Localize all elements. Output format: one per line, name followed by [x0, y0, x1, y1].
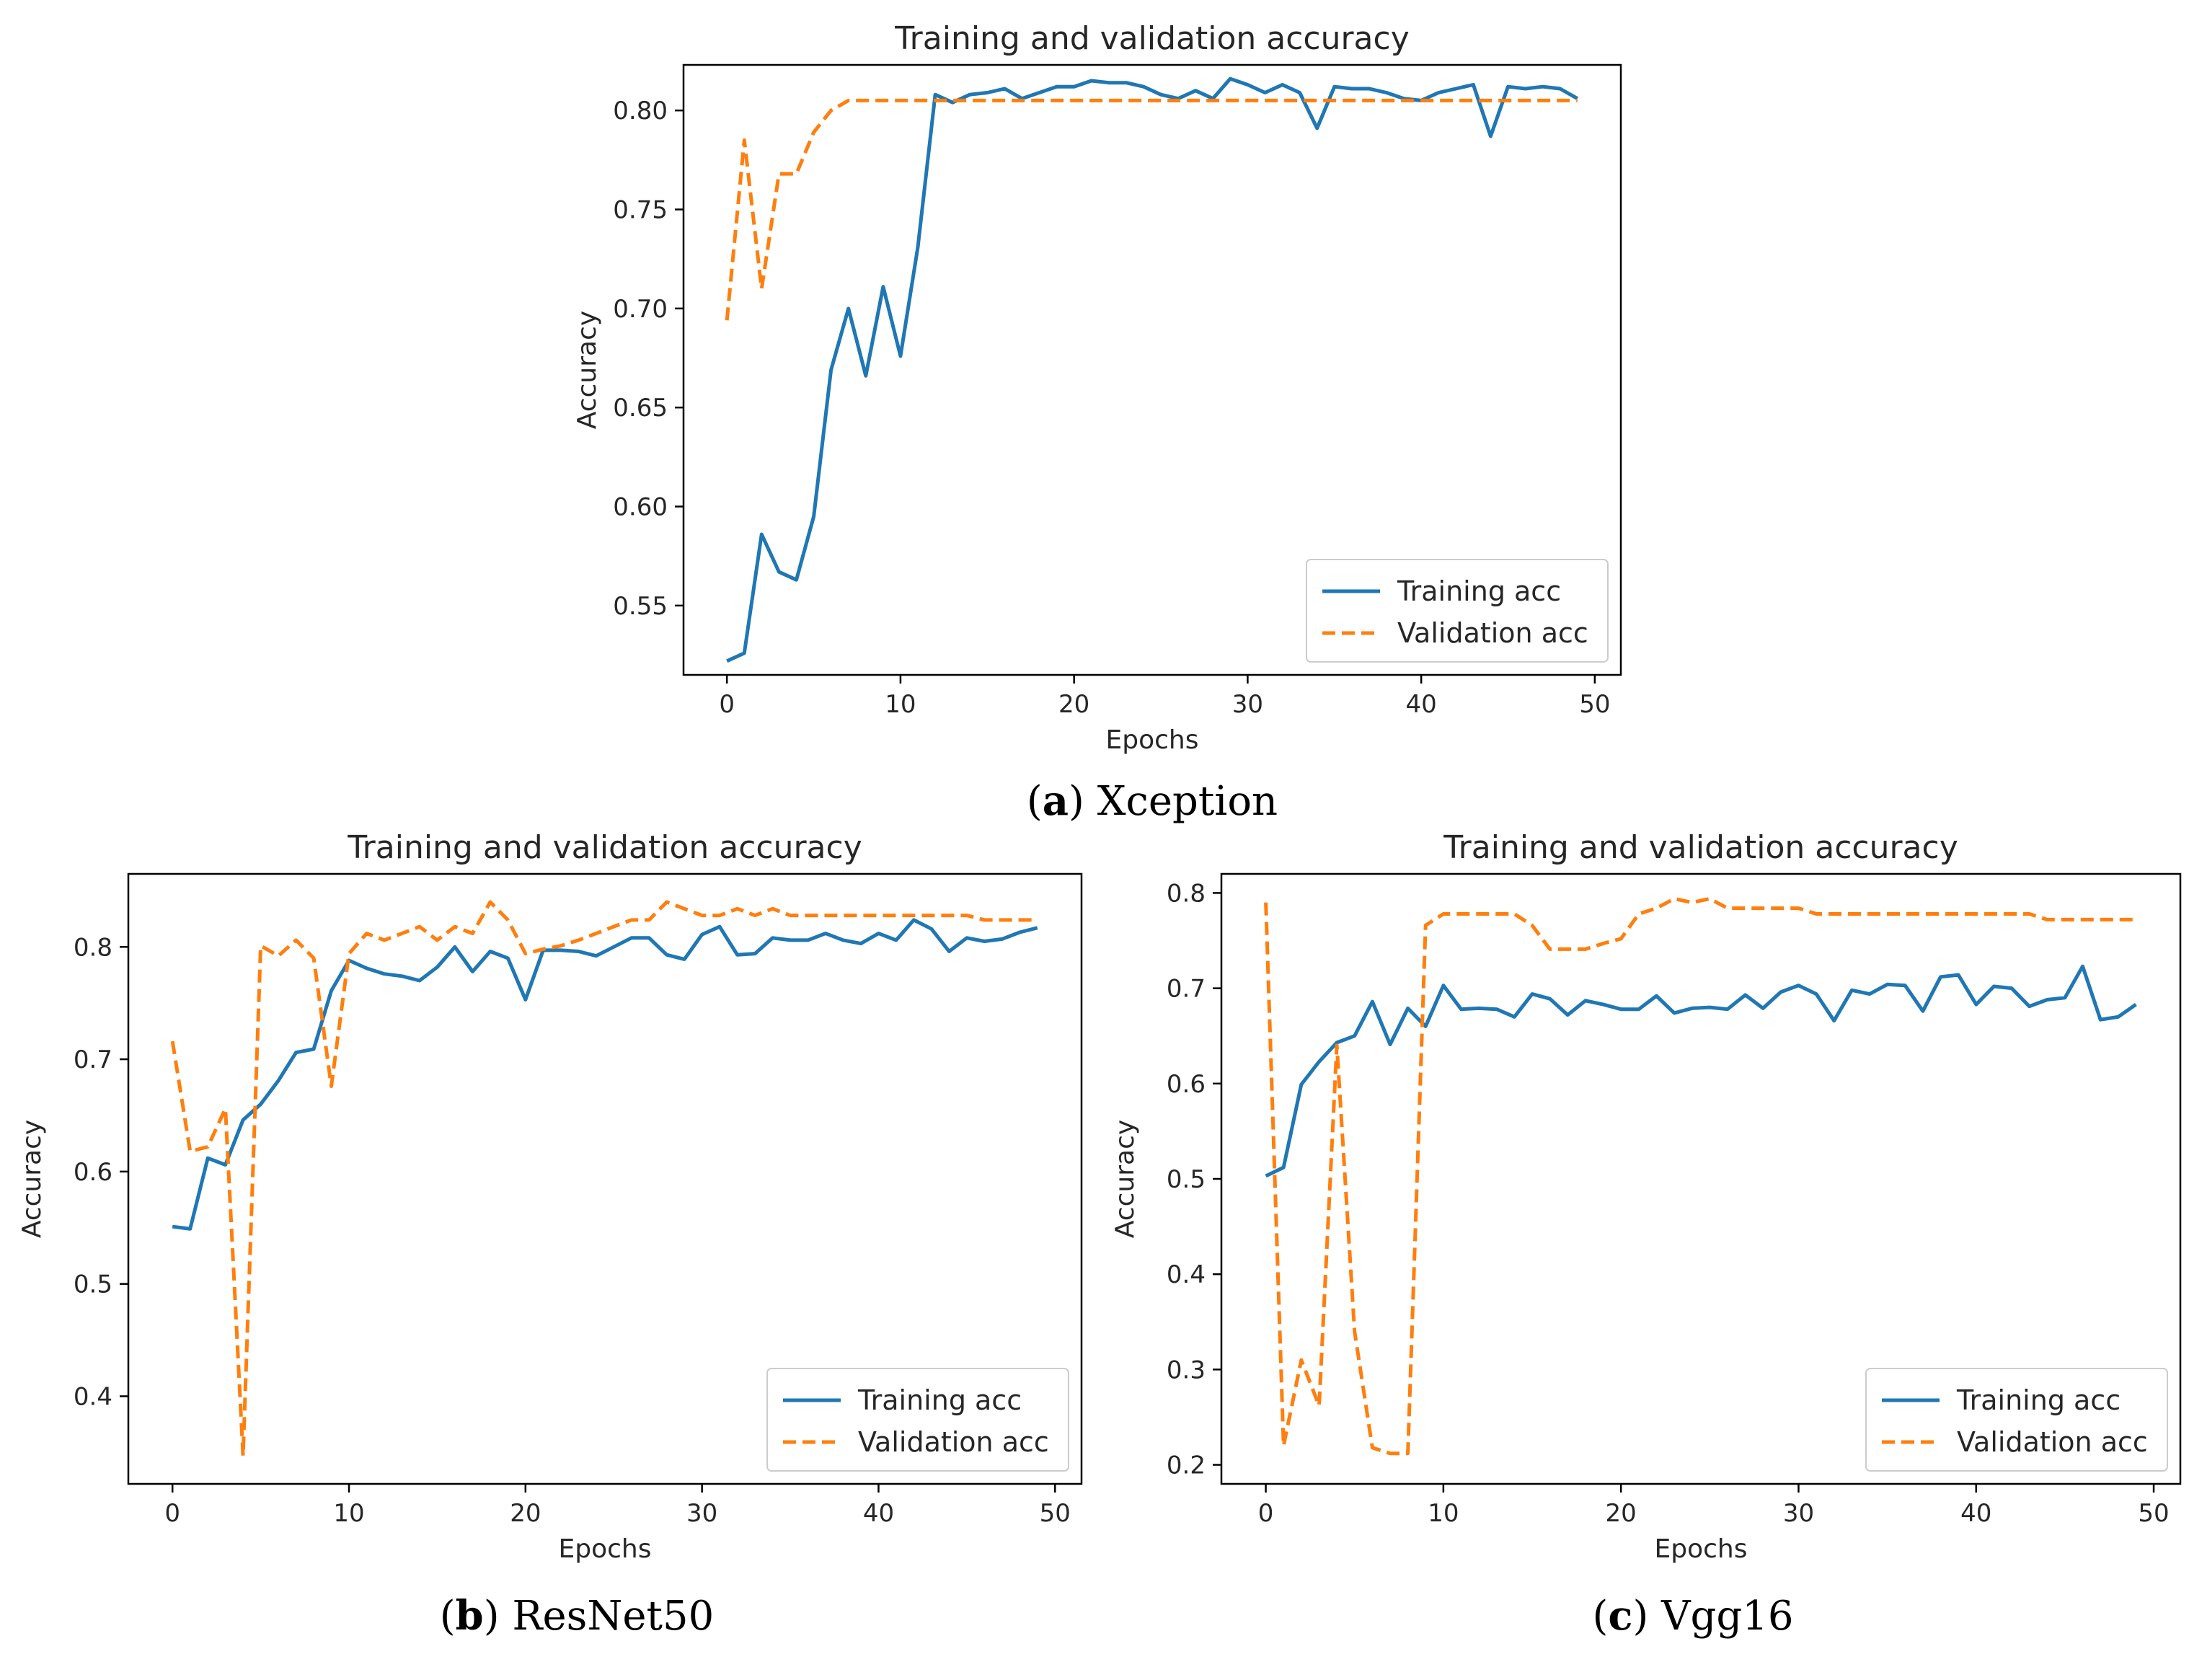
- y-tick-label: 0.55: [613, 592, 668, 621]
- x-tick-label: 10: [333, 1499, 364, 1528]
- caption-letter: c: [1608, 1592, 1632, 1640]
- y-tick-label: 0.7: [1167, 975, 1206, 1004]
- validation-acc-line: [725, 98, 1578, 321]
- x-tick-label: 0: [1258, 1499, 1274, 1528]
- chart-title: Training and validation accuracy: [1443, 829, 1958, 866]
- panel-caption: (c) Vgg16: [1592, 1592, 1793, 1640]
- x-tick-label: 50: [2138, 1499, 2169, 1528]
- y-tick-label: 0.6: [74, 1158, 112, 1187]
- axes-frame: [682, 63, 1622, 676]
- y-tick-label: 0.65: [613, 394, 668, 423]
- x-axis-label: Epochs: [1106, 725, 1199, 755]
- caption-name: Vgg16: [1660, 1593, 1793, 1640]
- legend: Training acc Validation acc: [766, 1368, 1069, 1472]
- chart-panel-a: Training and validation accuracy 0 10 20 30 4…: [572, 20, 1622, 825]
- legend: Training acc Validation acc: [1306, 559, 1609, 663]
- chart-panel-b: Training and validation accuracy 0 10 20 30 4…: [17, 829, 1083, 1640]
- y-tick-label: 0.4: [74, 1382, 112, 1411]
- legend-validation-label: Validation acc: [1397, 617, 1588, 649]
- panel-caption: (a) Xception: [1027, 777, 1278, 825]
- x-axis-label: Epochs: [1655, 1534, 1748, 1564]
- y-axis-label: Accuracy: [572, 311, 602, 429]
- x-tick-label: 0: [164, 1499, 180, 1528]
- legend: Training acc Validation acc: [1865, 1368, 2168, 1472]
- chart-title: Training and validation accuracy: [347, 829, 862, 866]
- x-tick-label: 50: [1579, 690, 1610, 719]
- x-tick-label: 0: [719, 690, 735, 719]
- training-acc-line: [172, 918, 1038, 1231]
- panel-caption: (b) ResNet50: [440, 1592, 715, 1640]
- y-tick-label: 0.5: [74, 1270, 112, 1299]
- y-tick-label: 0.4: [1167, 1260, 1206, 1289]
- validation-acc-line: [170, 900, 1038, 1458]
- x-axis-label: Epochs: [559, 1534, 652, 1564]
- chart-title: Training and validation accuracy: [894, 20, 1410, 57]
- validation-acc-line: [1264, 896, 2136, 1456]
- legend-box: [766, 1368, 1069, 1472]
- y-tick-label: 0.75: [613, 196, 668, 225]
- y-tick-label: 0.60: [613, 493, 668, 522]
- x-tick-label: 30: [686, 1499, 717, 1528]
- legend-validation-label: Validation acc: [858, 1426, 1049, 1458]
- y-tick-label: 0.2: [1167, 1451, 1206, 1480]
- x-tick-label: 40: [863, 1499, 894, 1528]
- x-tick-label: 40: [1406, 690, 1437, 719]
- x-tick-label: 10: [885, 690, 916, 719]
- y-axis-label: Accuracy: [17, 1120, 47, 1238]
- x-tick-label: 20: [1058, 690, 1089, 719]
- legend-training-label: Training acc: [857, 1384, 1022, 1416]
- legend-training-label: Training acc: [1397, 575, 1561, 607]
- chart-panel-c: Training and validation accuracy 0 10 20 30 4…: [1110, 829, 2182, 1640]
- y-tick-label: 0.70: [613, 295, 668, 324]
- y-axis-label: Accuracy: [1110, 1120, 1140, 1238]
- x-tick-label: 30: [1783, 1499, 1814, 1528]
- x-tick-label: 50: [1040, 1499, 1071, 1528]
- x-tick-label: 10: [1428, 1499, 1459, 1528]
- x-tick-label: 40: [1960, 1499, 1991, 1528]
- caption-name: Xception: [1097, 778, 1278, 825]
- training-acc-line: [726, 76, 1579, 663]
- caption-letter: b: [456, 1592, 484, 1640]
- y-tick-label: 0.3: [1167, 1356, 1206, 1384]
- legend-validation-label: Validation acc: [1957, 1426, 2148, 1458]
- y-tick-label: 0.80: [613, 97, 668, 125]
- x-tick-label: 30: [1232, 690, 1263, 719]
- y-tick-label: 0.5: [1167, 1165, 1206, 1194]
- x-tick-label: 20: [510, 1499, 541, 1528]
- caption-name: ResNet50: [512, 1593, 714, 1640]
- caption-letter: a: [1043, 777, 1069, 825]
- y-tick-label: 0.7: [74, 1045, 112, 1074]
- legend-box: [1865, 1368, 2168, 1472]
- training-acc-line: [1265, 964, 2137, 1178]
- x-tick-label: 20: [1606, 1499, 1637, 1528]
- legend-training-label: Training acc: [1956, 1384, 2121, 1416]
- y-tick-label: 0.6: [1167, 1070, 1206, 1099]
- axes-frame: [127, 872, 1083, 1485]
- legend-box: [1306, 559, 1609, 663]
- y-tick-label: 0.8: [74, 933, 112, 962]
- y-tick-label: 0.8: [1167, 879, 1206, 908]
